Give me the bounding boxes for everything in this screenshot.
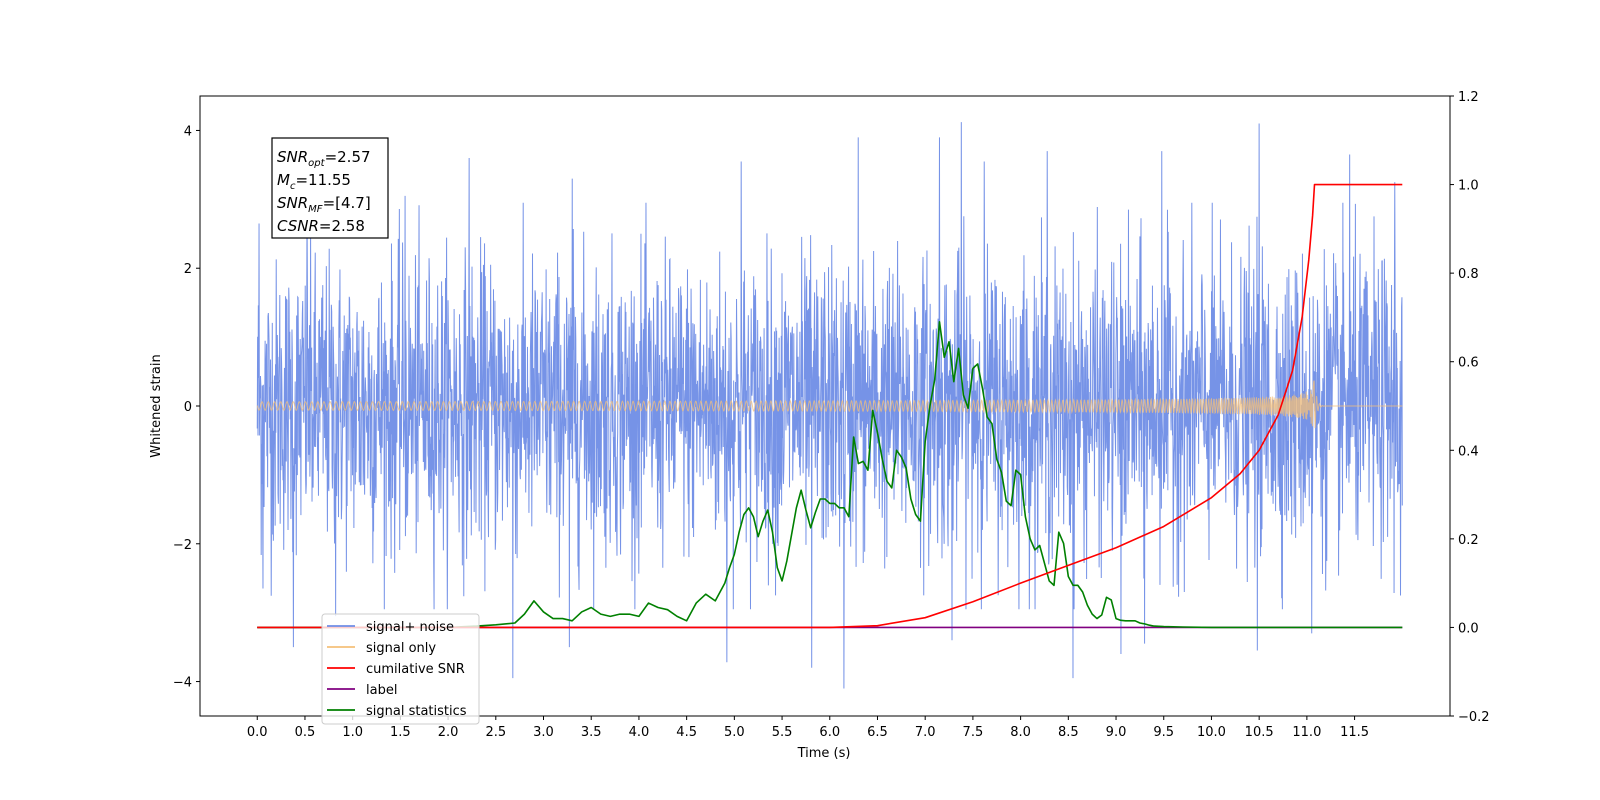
x-tick-label: 7.5 [963, 725, 984, 740]
x-tick-label: 9.5 [1153, 725, 1174, 740]
series-signal-statistics-line [257, 321, 1403, 629]
y-right-tick-label: 0.2 [1458, 533, 1479, 548]
x-tick-label: 10.0 [1197, 725, 1226, 740]
legend-label: label [366, 683, 397, 698]
y-left-tick-label: −2 [173, 538, 192, 553]
stats-annotation-box [271, 137, 389, 239]
x-tick-label: 7.0 [915, 725, 936, 740]
x-tick-label: 3.0 [533, 725, 554, 740]
x-tick-label: 10.5 [1245, 725, 1274, 740]
series-signal-noise-line [256, 122, 1403, 689]
stats-annotation-line: Mc=11.55 [277, 171, 351, 192]
x-tick-label: 4.0 [629, 725, 650, 740]
legend-label: signal+ noise [366, 620, 454, 635]
legend-label: cumilative SNR [366, 662, 465, 677]
x-tick-label: 11.5 [1340, 725, 1369, 740]
y-axis-left: −4 −2 0 2 4 [173, 124, 200, 691]
x-tick-label: 4.5 [676, 725, 697, 740]
y-left-tick-label: 4 [184, 124, 192, 139]
y-axis-right: −0.2 0.0 0.2 0.4 0.6 0.8 1.0 1.2 [1450, 90, 1490, 725]
x-tick-label: 1.0 [342, 725, 363, 740]
x-tick-label: 6.0 [819, 725, 840, 740]
legend-label: signal statistics [366, 704, 467, 719]
legend: signal+ noise signal only cumilative SNR la… [321, 613, 480, 725]
x-tick-label: 0.0 [247, 725, 268, 740]
x-axis-label: Time (s) [797, 746, 851, 761]
y-left-tick-label: −4 [173, 676, 192, 691]
y-right-tick-label: 0.0 [1458, 621, 1479, 636]
x-axis: 0.0 0.5 1.0 1.5 2.0 2.5 3.0 3.5 4.0 4.5 5.0 5.5 6.0 6… [247, 716, 1369, 740]
x-tick-label: 3.5 [581, 725, 602, 740]
x-tick-label: 5.5 [772, 725, 793, 740]
stats-annotation-line: SNRMF=[4.7] [277, 194, 371, 215]
x-tick-label: 2.0 [438, 725, 459, 740]
x-tick-label: 5.0 [724, 725, 745, 740]
x-tick-label: 11.0 [1292, 725, 1321, 740]
x-tick-label: 2.5 [485, 725, 506, 740]
y-right-tick-label: −0.2 [1458, 710, 1490, 725]
stats-annotation-line: CSNR=2.58 [277, 217, 365, 235]
y-left-tick-label: 2 [184, 262, 192, 277]
x-tick-label: 0.5 [295, 725, 316, 740]
y-right-tick-label: 1.0 [1458, 179, 1479, 194]
stats-annotation-line: SNRopt=2.57 [277, 148, 371, 169]
x-tick-label: 8.0 [1010, 725, 1031, 740]
legend-label: signal only [366, 641, 436, 656]
y-axis-left-label: Whitened strain [149, 354, 164, 457]
y-right-tick-label: 0.4 [1458, 444, 1479, 459]
y-right-tick-label: 1.2 [1458, 90, 1479, 105]
series-cumulative-snr-line [257, 183, 1403, 629]
x-tick-label: 9.0 [1106, 725, 1127, 740]
y-right-tick-label: 0.6 [1458, 356, 1479, 371]
x-tick-label: 1.5 [390, 725, 411, 740]
series-signal-only-line [256, 380, 1403, 429]
x-tick-label: 6.5 [867, 725, 888, 740]
y-right-tick-label: 0.8 [1458, 267, 1479, 282]
y-left-tick-label: 0 [184, 400, 192, 415]
legend-frame [321, 613, 480, 725]
x-tick-label: 8.5 [1058, 725, 1079, 740]
